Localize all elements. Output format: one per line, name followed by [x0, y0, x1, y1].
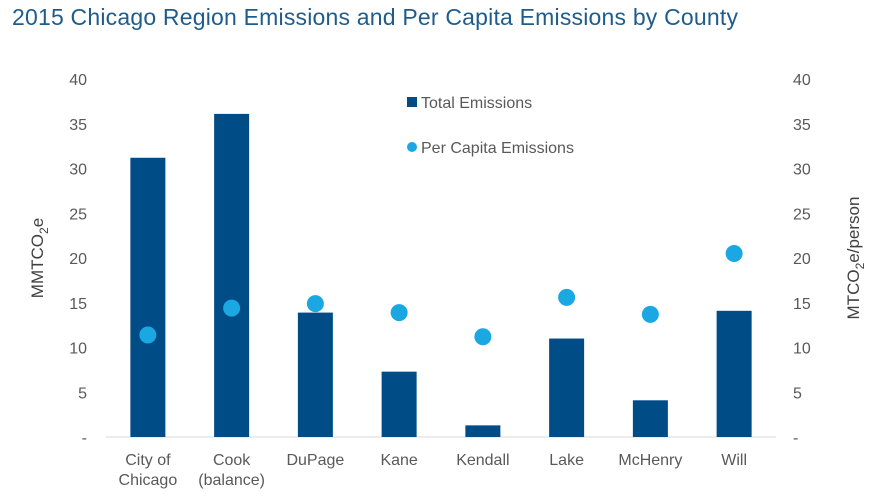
legend-label-percapita: Per Capita Emissions [421, 140, 574, 157]
bar [214, 113, 250, 437]
category-label: Kane [380, 452, 417, 469]
chart-title: 2015 Chicago Region Emissions and Per Ca… [12, 4, 739, 30]
right-tick-label: 30 [793, 162, 811, 179]
left-axis-title-suffix: e [28, 218, 47, 227]
bar [130, 157, 166, 437]
right-tick-label: - [793, 430, 798, 447]
legend-swatch-percapita [407, 142, 417, 152]
point [390, 304, 408, 322]
bar [381, 371, 417, 437]
category-label: Lake [549, 452, 584, 469]
left-axis-title-main: MMTCO [28, 234, 47, 298]
bar [716, 310, 752, 437]
right-tick-label: 5 [793, 385, 802, 402]
right-tick-label: 35 [793, 117, 811, 134]
left-tick-label: 25 [69, 206, 87, 223]
point [725, 245, 743, 263]
right-tick-label: 25 [793, 206, 811, 223]
bar [297, 312, 333, 437]
left-tick-label: 15 [69, 296, 87, 313]
left-axis-title-subscript: 2 [37, 227, 51, 234]
point [558, 288, 576, 306]
point [139, 326, 157, 344]
right-axis-title: MTCO2e/person [844, 197, 867, 320]
category-label: DuPage [286, 452, 344, 469]
legend-swatch-total [407, 97, 417, 107]
left-tick-label: 20 [69, 251, 87, 268]
bar [549, 338, 585, 437]
point-series [139, 245, 743, 346]
left-tick-label: 40 [69, 72, 87, 89]
bar-series [130, 113, 752, 437]
left-tick-label: - [82, 430, 87, 447]
left-tick-label: 35 [69, 117, 87, 134]
category-label: Chicago [119, 472, 178, 489]
right-axis-title-suffix: e/person [844, 197, 863, 263]
category-label: McHenry [618, 452, 682, 469]
legend-label-total: Total Emissions [421, 95, 532, 112]
point [641, 305, 659, 323]
category-label: Kendall [456, 452, 509, 469]
category-labels: City of Chicago Cook (balance) DuPage Kane Ken… [119, 452, 747, 489]
right-axis-title-main: MTCO [844, 269, 863, 319]
bar [632, 400, 668, 437]
right-tick-label: 15 [793, 296, 811, 313]
category-label: (balance) [198, 472, 265, 489]
right-axis: - 5 10 15 20 25 30 35 40 [793, 72, 811, 447]
left-axis: - 5 10 15 20 25 30 35 40 [69, 72, 87, 447]
right-tick-label: 10 [793, 341, 811, 358]
left-tick-label: 10 [69, 341, 87, 358]
point [306, 295, 324, 313]
left-tick-label: 5 [78, 385, 87, 402]
right-tick-label: 40 [793, 72, 811, 89]
left-axis-title: MMTCO2e [28, 218, 51, 298]
category-label: Will [721, 452, 747, 469]
category-label: Cook [213, 452, 251, 469]
right-axis-title-subscript: 2 [853, 262, 867, 269]
point [223, 299, 241, 317]
point [474, 328, 492, 346]
bar [465, 425, 501, 437]
right-tick-label: 20 [793, 251, 811, 268]
left-tick-label: 30 [69, 162, 87, 179]
category-label: City of [125, 452, 171, 469]
legend: Total Emissions Per Capita Emissions [407, 95, 574, 157]
